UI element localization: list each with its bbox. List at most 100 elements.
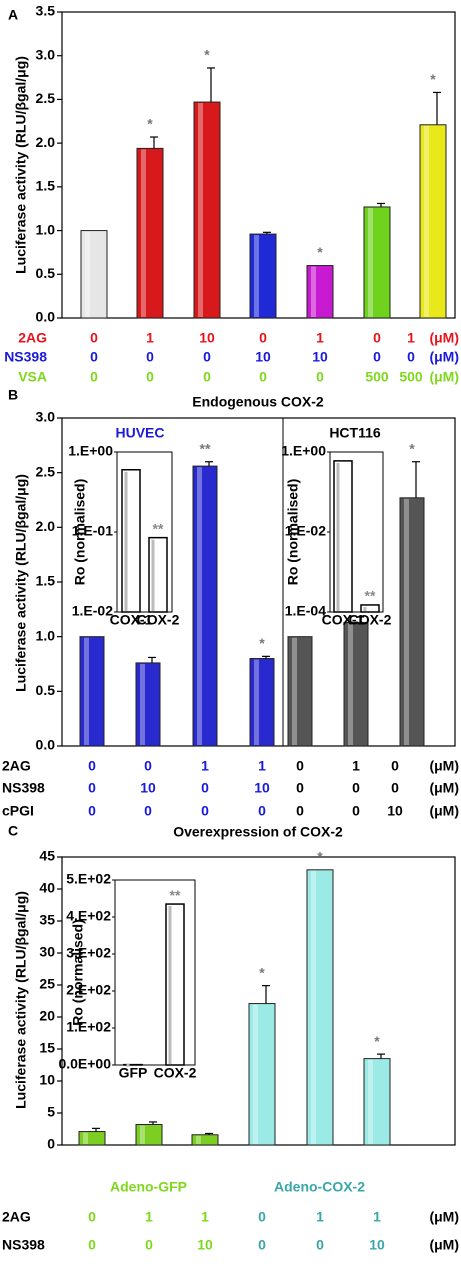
y-tick-label: 2.5 [36,90,56,106]
condition-value: 0 [259,330,267,346]
condition-unit: (μM) [429,1237,459,1253]
y-axis-label: Luciferase activity (RLU/βgal/μg) [13,891,29,1109]
panel-label: A [8,7,18,23]
bar-highlight [254,659,259,745]
significance: * [430,71,436,87]
y-tick-label: 25 [39,976,55,992]
inset-tick-label: 1.E-02 [72,603,113,619]
y-tick-label: 1.5 [36,178,56,194]
condition-value: 0 [391,758,399,774]
bar [363,206,391,319]
condition-value: 10 [255,349,271,365]
bar-highlight [368,207,373,317]
condition-value: 0 [146,369,154,385]
condition-value: 10 [387,803,403,819]
condition-label: NS398 [2,1237,45,1253]
condition-value: 1 [258,758,266,774]
chart-title: Endogenous COX-2 [192,394,324,410]
bar [287,636,313,747]
condition-value: 1 [316,1209,324,1225]
condition-value: 0 [90,369,98,385]
bar-highlight [196,1135,201,1144]
bar [363,1058,391,1146]
y-tick-label: 20 [39,1008,55,1024]
condition-unit: (μM) [429,780,459,796]
y-tick-label: 3.0 [36,409,56,425]
inset-tick-label: 0.0E+00 [58,1056,111,1072]
y-tick-label: 2.5 [36,463,56,479]
condition-value: 1 [407,330,415,346]
y-tick-label: 1.5 [36,573,56,589]
y-tick-label: 5 [47,1104,55,1120]
inset-category: COX-2 [154,1065,197,1081]
significance: * [259,964,265,980]
group-label: Adeno-GFP [110,1179,187,1195]
bar-highlight [292,637,297,745]
y-tick-label: 40 [39,880,55,896]
y-tick-label: 0.5 [36,265,56,281]
condition-value: 0 [88,1237,96,1253]
condition-value: 0 [296,780,304,796]
condition-unit: (μM) [429,330,459,346]
condition-value: 0 [144,758,152,774]
condition-value: 0 [146,349,154,365]
condition-value: 0 [258,1209,266,1225]
condition-value: 1 [145,1209,153,1225]
bar [80,230,108,319]
condition-value: 10 [199,330,215,346]
inset-significance: ** [153,520,164,536]
bar [248,1003,276,1146]
condition-value: 0 [90,349,98,365]
condition-value: 0 [352,803,360,819]
inset-bar [360,604,380,613]
condition-value: 500 [399,369,423,385]
condition-label: VSA [18,369,47,385]
inset-category: COX-2 [137,612,180,628]
inset-tick-label: 4.E+02 [66,908,111,924]
inset-category: COX-1 [110,612,153,628]
condition-value: 0 [201,803,209,819]
significance: * [374,1033,380,1049]
y-tick-label: 0.0 [36,309,56,325]
y-tick-label: 0.0 [36,737,56,753]
inset-tick-label: 2.E+02 [66,982,111,998]
panel-label: C [8,823,18,839]
bar [135,1124,163,1146]
condition-value: 10 [369,1237,385,1253]
inset-tick-label: 1.E+00 [281,443,326,459]
condition-value: 1 [373,1209,381,1225]
condition-value: 10 [312,349,328,365]
bar-highlight [85,231,90,317]
inset-y-label: Ro (normalised) [70,919,86,1026]
bar-highlight [311,266,316,317]
y-tick-label: 15 [39,1040,55,1056]
condition-value: 0 [144,803,152,819]
condition-value: 1 [201,1209,209,1225]
inset-category: GFP [119,1065,148,1081]
condition-value: 0 [145,1237,153,1253]
significance: * [317,849,323,865]
inset-tick-label: 3.E+02 [66,945,111,961]
y-tick-label: 3.5 [36,3,56,19]
y-tick-label: 0.5 [36,682,56,698]
bar-highlight [197,467,202,745]
condition-value: 10 [140,780,156,796]
inset-y-label: Ro (normalised) [285,479,301,586]
condition-unit: (μM) [429,369,459,385]
bar [306,869,334,1146]
condition-label: 2AG [18,330,47,346]
bar-highlight [140,1125,145,1144]
condition-value: 1 [201,758,209,774]
y-axis-label: Luciferase activity (RLU/βgal/μg) [13,474,29,692]
condition-value: 0 [296,758,304,774]
y-axis-label: Luciferase activity (RLU/βgal/μg) [13,56,29,274]
bar-highlight [404,498,409,745]
y-tick-label: 0 [47,1136,55,1152]
bar [79,636,105,747]
y-tick-label: 2.0 [36,134,56,150]
condition-label: 2AG [2,758,31,774]
condition-label: 2AG [2,1209,31,1225]
inset-y-label: Ro (normalised) [72,479,88,586]
condition-unit: (μM) [429,349,459,365]
bar-highlight [198,103,203,318]
